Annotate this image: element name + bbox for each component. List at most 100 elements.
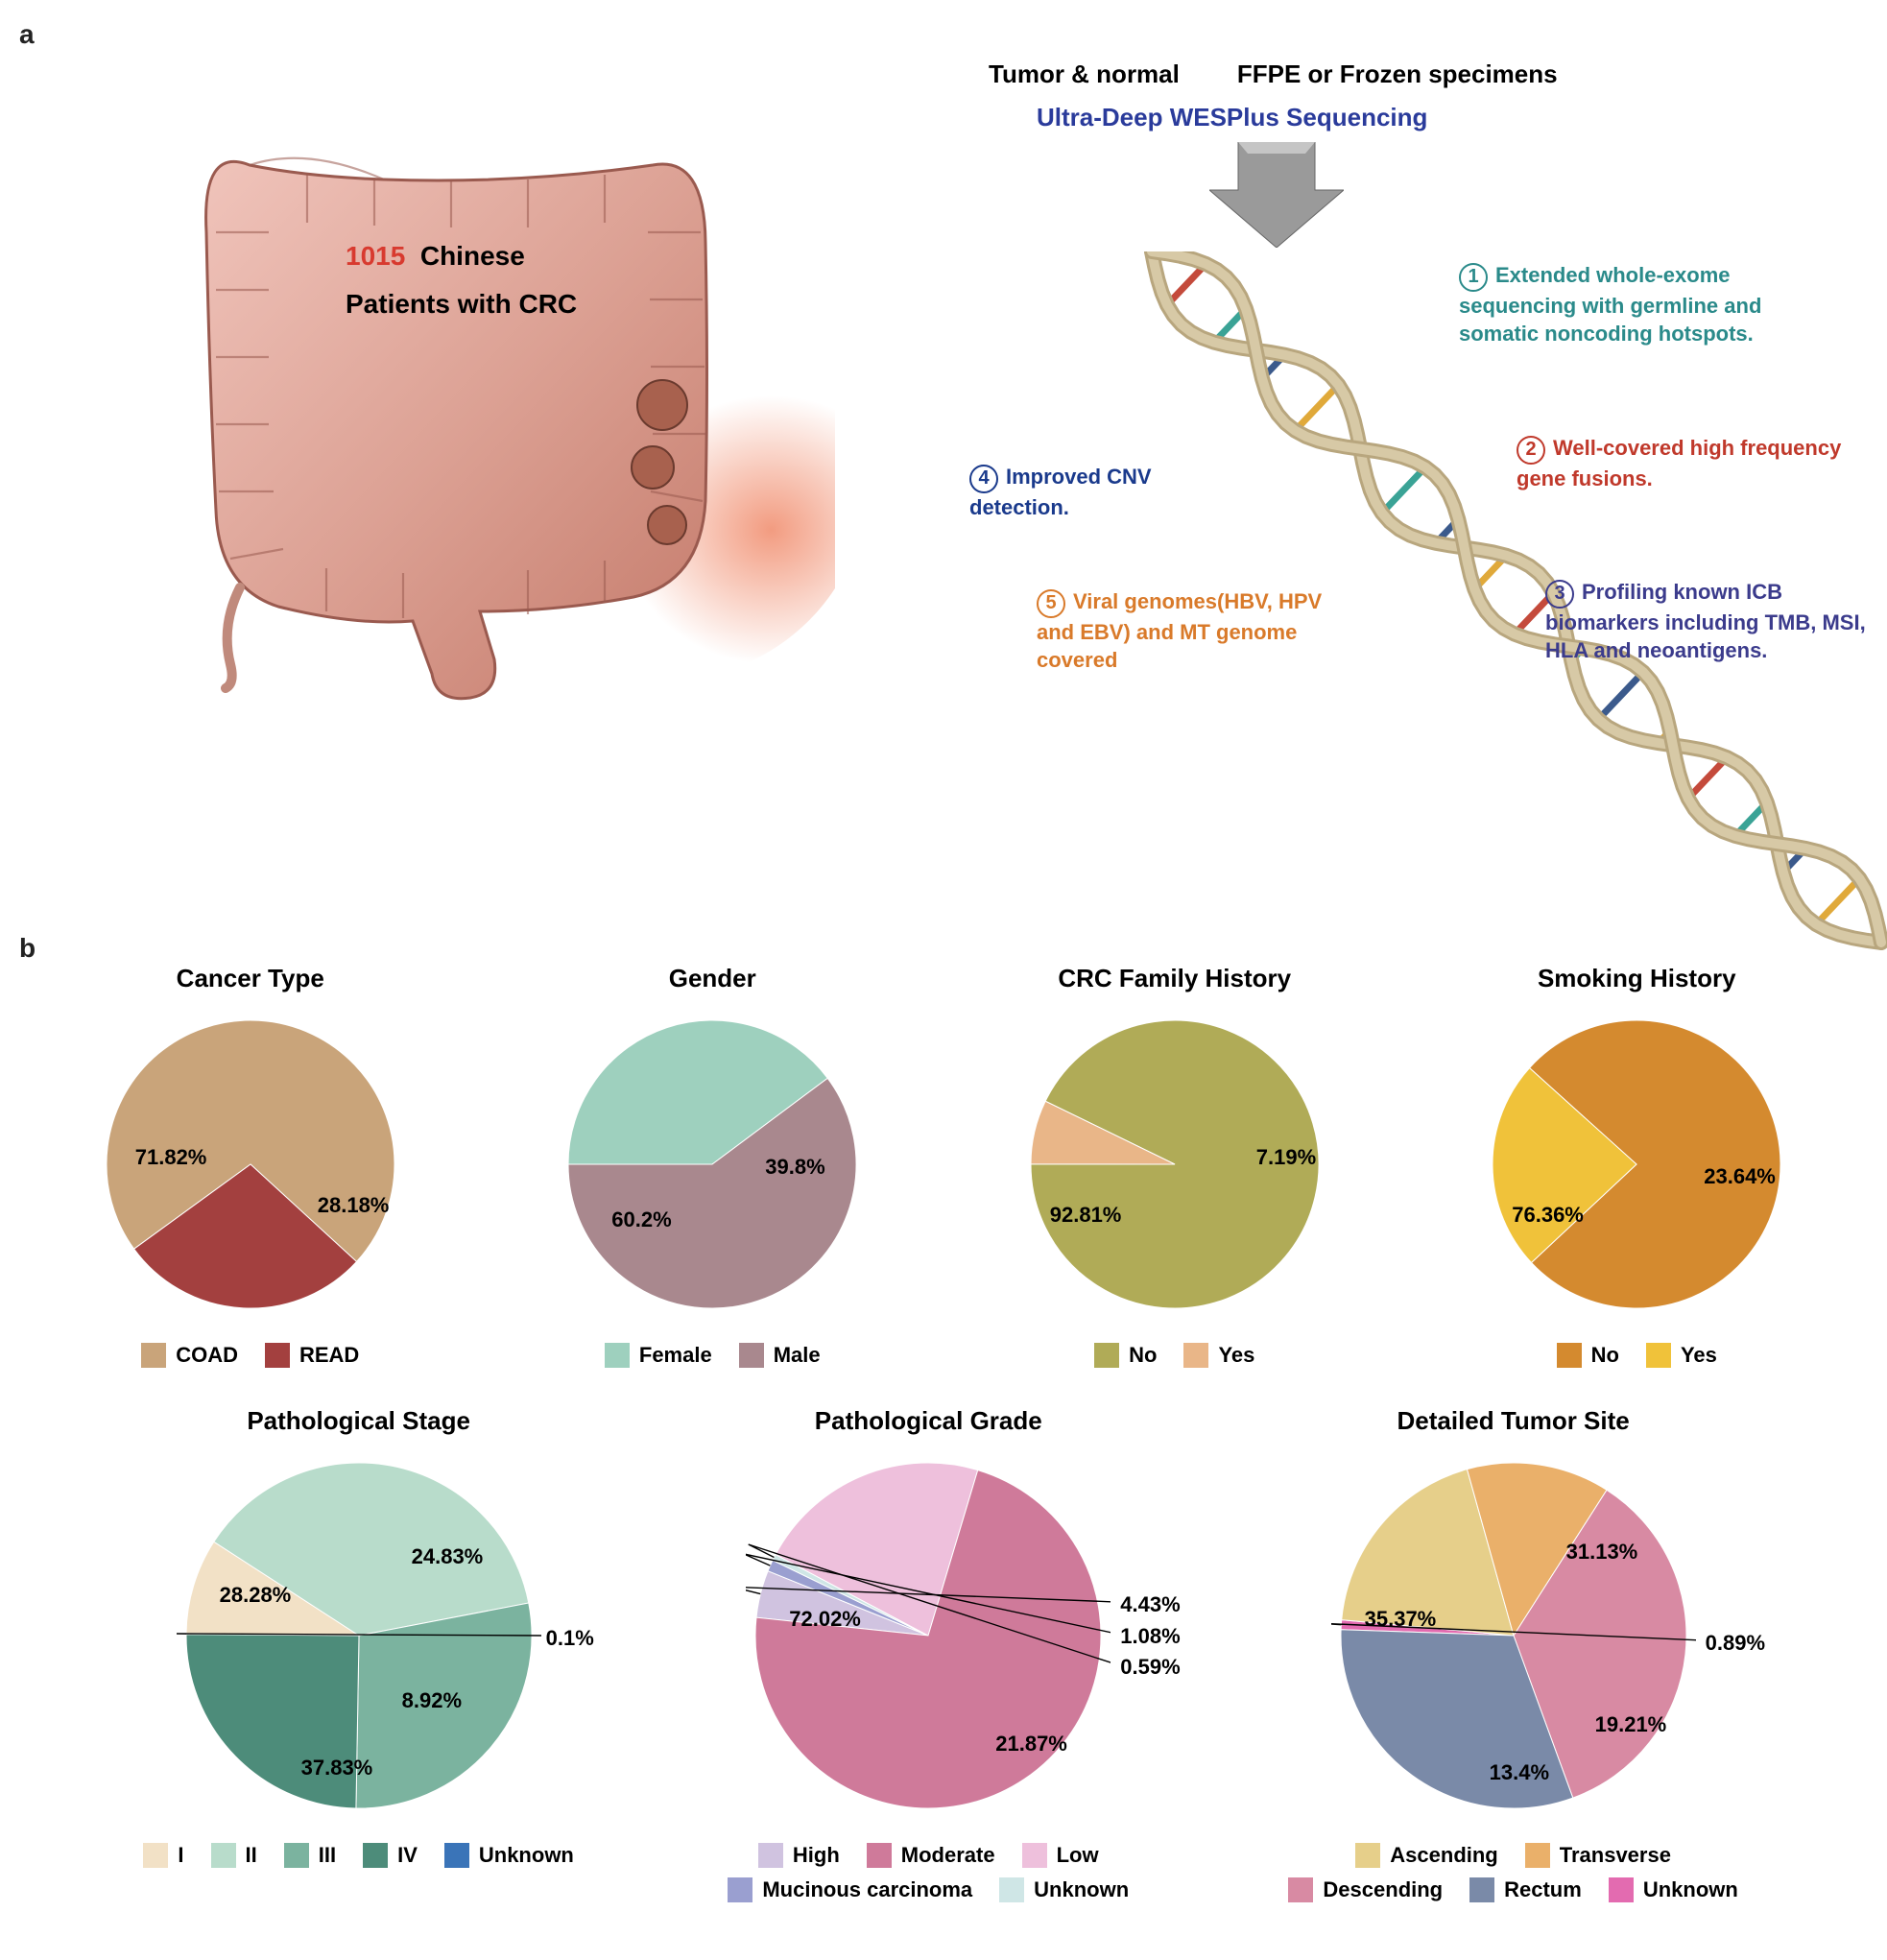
- feature-4: 4Improved CNV detection.: [969, 463, 1238, 521]
- feature-badge-3: 3: [1545, 580, 1574, 609]
- legend-swatch: [867, 1843, 892, 1868]
- specimen-label-left: Tumor & normal: [989, 60, 1180, 89]
- legend-label: Male: [774, 1343, 821, 1368]
- pct-label: 76.36%: [1512, 1203, 1584, 1228]
- pct-label: 92.81%: [1050, 1203, 1122, 1228]
- panel-a-label: a: [19, 19, 1868, 50]
- legend-swatch: [1609, 1877, 1634, 1902]
- legend-label: II: [246, 1843, 257, 1868]
- pct-label: 7.19%: [1256, 1145, 1316, 1170]
- legend-label: Unknown: [1643, 1877, 1738, 1902]
- legend-label: Mucinous carcinoma: [762, 1877, 972, 1902]
- legend-swatch: [739, 1343, 764, 1368]
- pct-label: 72.02%: [789, 1607, 861, 1632]
- legend-label: Low: [1057, 1843, 1099, 1868]
- feature-2: 2Well-covered high frequency gene fusion…: [1517, 434, 1862, 492]
- legend-swatch: [211, 1843, 236, 1868]
- legend-item: High: [758, 1843, 840, 1868]
- legend-swatch: [728, 1877, 752, 1902]
- legend-label: No: [1591, 1343, 1619, 1368]
- pie-title: Pathological Grade: [815, 1406, 1042, 1436]
- legend-item: COAD: [141, 1343, 238, 1368]
- pct-label: 31.13%: [1566, 1540, 1638, 1565]
- legend-swatch: [363, 1843, 388, 1868]
- legend-item: Transverse: [1525, 1843, 1671, 1868]
- feature-badge-2: 2: [1517, 436, 1545, 465]
- legend: High Moderate Low Mucinous carcinoma Unknown: [698, 1843, 1158, 1902]
- legend-item: IV: [363, 1843, 418, 1868]
- legend-swatch: [605, 1343, 630, 1368]
- pie-crc-family-history: CRC Family History 92.81% 7.19% No Yes: [1021, 964, 1328, 1368]
- legend: FemaleMale: [605, 1343, 821, 1368]
- pct-label: 21.87%: [995, 1732, 1067, 1757]
- legend-item: No: [1094, 1343, 1157, 1368]
- panel-a: 1015 Chinese Patients with CRC Tumor & n…: [19, 50, 1868, 933]
- legend-item: I: [143, 1843, 183, 1868]
- pct-label: 4.43%: [1120, 1592, 1180, 1617]
- legend-label: Moderate: [901, 1843, 995, 1868]
- specimen-label-right: FFPE or Frozen specimens: [1237, 60, 1558, 89]
- legend-swatch: [1022, 1843, 1047, 1868]
- legend-item: Rectum: [1469, 1877, 1582, 1902]
- legend: No Yes: [1094, 1343, 1254, 1368]
- legend-swatch: [1469, 1877, 1494, 1902]
- legend-swatch: [1183, 1343, 1208, 1368]
- pie-smoking-history: Smoking History76.36%23.64%NoYes: [1483, 964, 1790, 1368]
- feature-badge-4: 4: [969, 465, 998, 493]
- pie-pathological-stage: Pathological Stage0.1%8.92%37.83%28.28%2…: [143, 1406, 574, 1902]
- legend-item: No: [1557, 1343, 1619, 1368]
- legend-label: III: [319, 1843, 336, 1868]
- legend-swatch: [141, 1343, 166, 1368]
- down-arrow-icon: [1209, 142, 1344, 248]
- feature-badge-5: 5: [1037, 589, 1065, 618]
- pct-label: 0.89%: [1706, 1631, 1765, 1656]
- feature-1: 1Extended whole-exome sequencing with ge…: [1459, 261, 1843, 348]
- pct-label: 37.83%: [301, 1756, 373, 1781]
- pie-title: Smoking History: [1538, 964, 1736, 993]
- panel-b: Cancer Type71.82%28.18%COADREADGender39.…: [19, 964, 1868, 1902]
- pie-title: Pathological Stage: [247, 1406, 470, 1436]
- legend-swatch: [1094, 1343, 1119, 1368]
- pie-chart: 0.89%19.21%13.4%35.37%31.13%: [1331, 1453, 1696, 1818]
- legend-label: IV: [397, 1843, 418, 1868]
- feature-3: 3Profiling known ICB biomarkers includin…: [1545, 578, 1872, 665]
- legend-item: Mucinous carcinoma: [728, 1877, 972, 1902]
- pie-chart: 71.82% 28.18%: [97, 1011, 404, 1318]
- pie-title: CRC Family History: [1058, 964, 1291, 993]
- pie-chart: 76.36% 23.64%: [1483, 1011, 1790, 1318]
- cohort-line2: Patients with CRC: [346, 289, 577, 319]
- legend-swatch: [284, 1843, 309, 1868]
- pct-label: 24.83%: [412, 1544, 484, 1569]
- legend-label: I: [178, 1843, 183, 1868]
- legend-label: Yes: [1218, 1343, 1254, 1368]
- pct-label: 35.37%: [1365, 1607, 1437, 1632]
- pie-gender: Gender 39.8% 60.2% FemaleMale: [559, 964, 866, 1368]
- legend-swatch: [143, 1843, 168, 1868]
- colon-illustration: [115, 88, 835, 779]
- pct-label: 60.2%: [611, 1207, 671, 1232]
- legend-swatch: [1288, 1877, 1313, 1902]
- legend: IIIIIIIVUnknown: [143, 1843, 574, 1868]
- pie-cancer-type: Cancer Type71.82%28.18%COADREAD: [97, 964, 404, 1368]
- legend-swatch: [999, 1877, 1024, 1902]
- feature-5: 5Viral genomes(HBV, HPV and EBV) and MT …: [1037, 587, 1344, 675]
- legend: COAD READ: [141, 1343, 359, 1368]
- cohort-count: 1015: [346, 241, 405, 271]
- legend-label: Unknown: [1034, 1877, 1129, 1902]
- pie-detailed-tumor-site: Detailed Tumor Site0.89%19.21%13.4%35.37…: [1283, 1406, 1744, 1902]
- legend-item: READ: [265, 1343, 359, 1368]
- pct-label: 23.64%: [1704, 1164, 1776, 1189]
- pie-chart: 0.1%8.92%37.83%28.28%24.83%: [177, 1453, 541, 1818]
- legend-swatch: [1525, 1843, 1550, 1868]
- pct-label: 8.92%: [402, 1688, 462, 1713]
- pct-label: 71.82%: [135, 1145, 207, 1170]
- pie-title: Gender: [669, 964, 756, 993]
- cohort-suffix: Chinese: [420, 241, 525, 271]
- pct-label: 0.59%: [1120, 1655, 1180, 1680]
- cohort-label: 1015 Chinese Patients with CRC: [346, 232, 577, 329]
- legend-label: No: [1129, 1343, 1157, 1368]
- pct-label: 39.8%: [765, 1155, 824, 1180]
- pct-label: 28.18%: [318, 1193, 390, 1218]
- pct-label: 19.21%: [1595, 1712, 1667, 1737]
- pct-label: 28.28%: [220, 1583, 292, 1608]
